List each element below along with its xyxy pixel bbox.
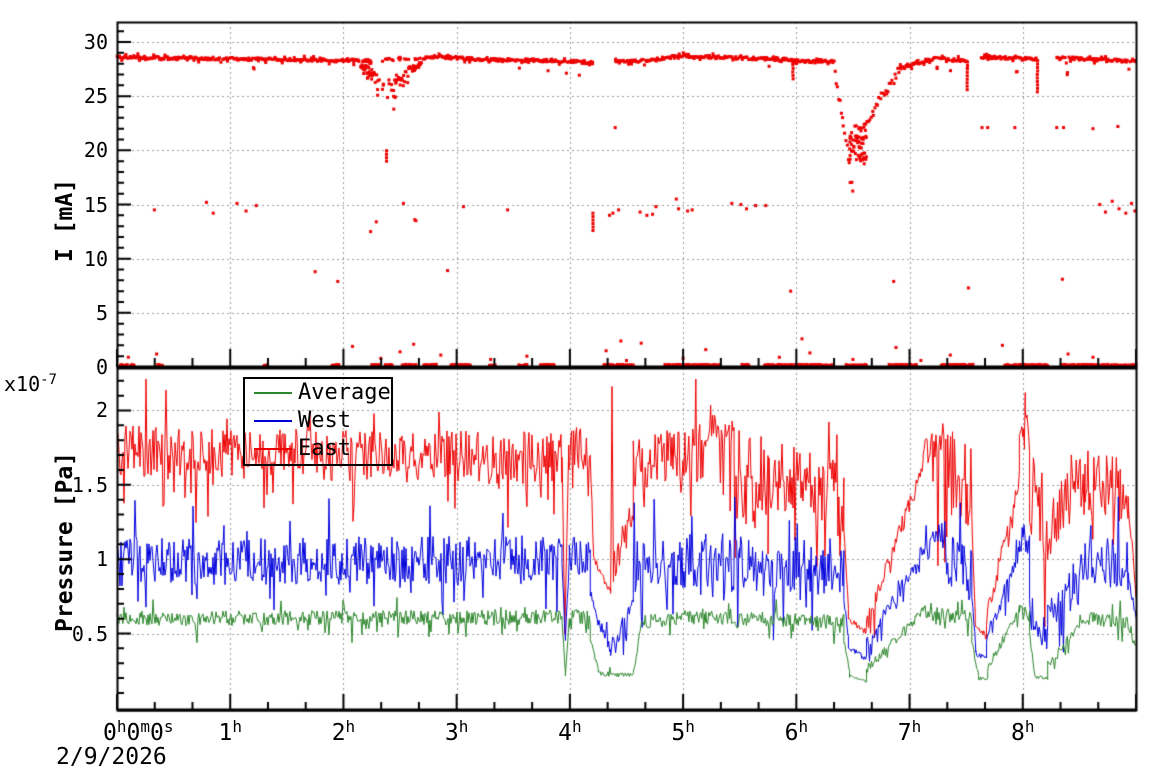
x-tick-label: 1h — [218, 717, 242, 746]
axis-multiplier-label: x10-7 — [4, 372, 57, 396]
legend-item: East — [245, 435, 391, 463]
y-tick-label: 2 — [95, 398, 108, 423]
legend-line-sample — [254, 448, 292, 450]
y-tick-label: 20 — [83, 138, 108, 163]
y-tick-label: 15 — [83, 192, 108, 217]
y-tick-label: 30 — [83, 30, 108, 54]
date-label: 2/9/2026 — [56, 744, 167, 770]
y-tick-label: 0.5 — [71, 621, 108, 646]
x-tick-label: 8h — [1011, 717, 1035, 746]
axis-multiplier-exponent: -7 — [40, 372, 57, 388]
x-tick-label: 7h — [897, 717, 922, 746]
legend-item: Average — [245, 379, 391, 407]
legend-item-label: Average — [298, 380, 391, 405]
y-tick-label: 5 — [95, 300, 108, 325]
legend-line-sample — [254, 420, 292, 422]
axis-multiplier-base: x10 — [4, 372, 41, 396]
y-tick-label: 0 — [95, 355, 108, 379]
x-tick-label: 0h0m0s — [103, 717, 174, 746]
legend: Average West East — [243, 377, 393, 466]
legend-item-label: West — [298, 408, 351, 433]
y-tick-label: 10 — [83, 246, 108, 271]
legend-item-label: East — [298, 436, 351, 461]
legend-line-sample — [254, 392, 292, 394]
x-tick-label: 5h — [671, 717, 695, 746]
y-tick-label: 1.5 — [71, 472, 108, 497]
y-tick-label: 1 — [95, 547, 108, 572]
x-tick-label: 3h — [444, 717, 469, 746]
x-tick-label: 2h — [331, 717, 356, 746]
y-tick-label: 25 — [83, 84, 108, 109]
x-tick-label: 6h — [784, 717, 809, 746]
x-tick-label: 4h — [558, 717, 582, 746]
legend-item: West — [245, 407, 391, 435]
